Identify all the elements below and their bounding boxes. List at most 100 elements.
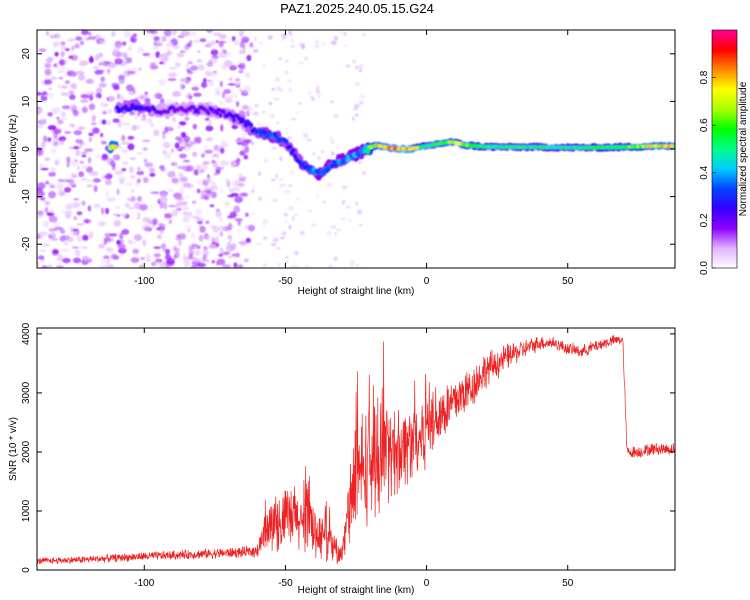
noise-blob — [219, 147, 225, 154]
noise-blob — [168, 204, 177, 208]
noise-blob — [215, 40, 219, 43]
noise-blob — [344, 44, 347, 47]
noise-blob — [352, 59, 357, 64]
noise-blob — [350, 262, 354, 266]
noise-blob — [64, 131, 72, 134]
noise-blob — [136, 170, 145, 176]
noise-blob — [60, 51, 65, 57]
noise-blob — [54, 51, 59, 57]
noise-blob — [179, 201, 188, 206]
noise-blob — [326, 182, 333, 187]
noise-blob — [116, 188, 120, 195]
noise-blob — [196, 188, 201, 194]
noise-blob — [233, 262, 238, 268]
noise-blob — [49, 76, 58, 80]
ridge-core — [191, 104, 196, 110]
noise-blob — [37, 255, 45, 260]
noise-blob — [130, 175, 136, 179]
noise-blob — [57, 117, 61, 125]
noise-blob — [93, 66, 100, 71]
noise-blob — [75, 36, 83, 41]
noise-blob — [39, 249, 47, 252]
noise-blob — [175, 234, 182, 241]
noise-blob — [193, 257, 200, 262]
noise-blob — [68, 182, 77, 186]
noise-blob — [47, 125, 57, 131]
noise-blob — [193, 136, 199, 143]
noise-blob — [322, 42, 325, 46]
x-tick-label: 0 — [424, 578, 430, 589]
noise-blob — [224, 144, 229, 147]
noise-blob — [285, 70, 289, 75]
noise-blob — [45, 201, 50, 206]
noise-blob — [142, 239, 146, 247]
noise-blob — [142, 217, 150, 223]
noise-blob — [77, 144, 83, 150]
noise-blob — [193, 39, 200, 44]
noise-blob — [93, 185, 98, 193]
noise-blob — [119, 51, 127, 58]
noise-blob — [69, 123, 76, 128]
noise-blob — [335, 228, 342, 231]
ridge-core — [216, 107, 221, 113]
noise-blob — [110, 253, 118, 260]
noise-blob — [127, 197, 137, 203]
noise-blob — [67, 38, 76, 42]
ridge-core — [308, 164, 313, 170]
noise-blob — [182, 159, 190, 163]
noise-blob — [37, 107, 43, 114]
noise-blob — [197, 50, 201, 53]
noise-blob — [164, 126, 169, 134]
noise-blob — [341, 199, 346, 205]
noise-blob — [321, 150, 325, 154]
noise-blob — [244, 225, 251, 230]
noise-blob — [156, 40, 164, 48]
noise-blob — [76, 211, 83, 216]
noise-blob — [37, 124, 43, 129]
noise-blob — [171, 30, 177, 36]
noise-blob — [76, 70, 85, 76]
noise-blob — [37, 142, 41, 146]
noise-blob — [341, 185, 348, 190]
noise-blob — [234, 196, 243, 204]
colorbar-gradient — [712, 30, 737, 268]
noise-blob — [75, 149, 80, 157]
noise-blob — [159, 228, 164, 234]
noise-blob — [153, 92, 161, 99]
noise-blob — [213, 144, 219, 151]
noise-blob — [191, 243, 198, 248]
noise-blob — [74, 43, 80, 49]
noise-blob — [190, 232, 196, 240]
noise-blob — [101, 140, 107, 145]
noise-blob — [136, 212, 142, 217]
noise-blob — [188, 245, 192, 252]
noise-blob — [72, 246, 79, 249]
noise-blob — [53, 128, 62, 135]
noise-blob — [257, 196, 262, 202]
noise-blob — [211, 54, 219, 60]
noise-blob — [54, 159, 60, 166]
noise-blob — [352, 116, 355, 122]
noise-blob — [172, 245, 177, 252]
noise-blob — [244, 145, 250, 153]
noise-blob — [213, 32, 222, 37]
noise-blob — [71, 228, 79, 232]
snr-series-line — [37, 334, 675, 565]
noise-blob — [132, 248, 140, 254]
noise-blob — [37, 91, 42, 96]
noise-blob — [179, 186, 185, 194]
noise-blob — [178, 153, 187, 159]
noise-blob — [192, 123, 197, 130]
noise-blob — [175, 207, 182, 212]
noise-blob — [37, 215, 43, 218]
noise-blob — [79, 140, 85, 146]
noise-blob — [281, 231, 287, 237]
noise-blob — [330, 225, 337, 230]
noise-blob — [66, 156, 71, 164]
noise-blob — [134, 112, 138, 120]
noise-blob — [246, 54, 252, 62]
noise-blob — [342, 31, 348, 36]
noise-blob — [238, 176, 247, 182]
noise-blob — [97, 69, 105, 73]
noise-blob — [109, 233, 118, 237]
